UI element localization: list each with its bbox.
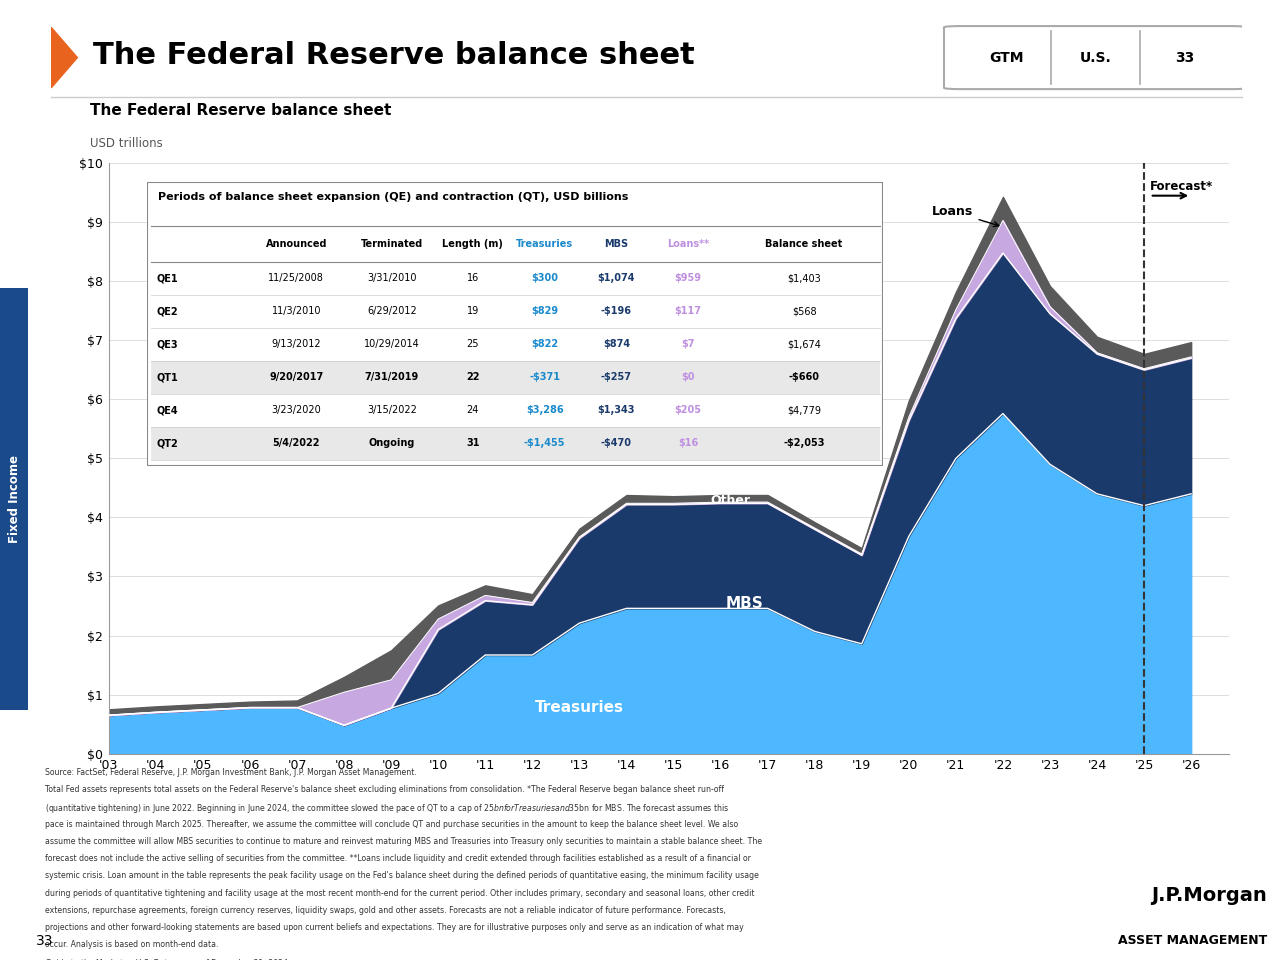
Text: Fixed Income: Fixed Income [8,455,20,543]
Text: 6/29/2012: 6/29/2012 [367,306,417,316]
Text: $1,674: $1,674 [787,339,820,349]
Text: QE4: QE4 [156,405,178,416]
Text: 3/15/2022: 3/15/2022 [367,405,417,416]
Text: USD trillions: USD trillions [90,137,163,150]
Text: 7/31/2019: 7/31/2019 [365,372,419,382]
Text: pace is maintained through March 2025. Thereafter, we assume the committee will : pace is maintained through March 2025. T… [45,820,739,828]
Text: $822: $822 [531,339,558,349]
Text: MBS: MBS [726,595,763,611]
Bar [151,427,879,460]
Text: $300: $300 [531,274,558,283]
Text: 9/13/2012: 9/13/2012 [271,339,321,349]
Text: $568: $568 [792,306,817,316]
Text: $0: $0 [681,372,695,382]
Text: Total Fed assets represents total assets on the Federal Reserve's balance sheet : Total Fed assets represents total assets… [45,785,723,794]
Text: $829: $829 [531,306,558,316]
Text: QE2: QE2 [156,306,178,316]
Text: Periods of balance sheet expansion (QE) and contraction (QT), USD billions: Periods of balance sheet expansion (QE) … [159,192,628,203]
Text: (quantitative tightening) in June 2022. Beginning in June 2024, the committee sl: (quantitative tightening) in June 2022. … [45,803,730,815]
Text: 3/23/2020: 3/23/2020 [271,405,321,416]
Text: $16: $16 [678,439,699,448]
Text: GTM: GTM [989,51,1024,64]
Text: The Federal Reserve balance sheet: The Federal Reserve balance sheet [90,103,390,118]
Text: Loans**: Loans** [667,239,709,249]
Text: 33: 33 [1175,51,1194,64]
Text: ASSET MANAGEMENT: ASSET MANAGEMENT [1117,933,1267,947]
Bar [151,361,879,394]
Text: 11/3/2010: 11/3/2010 [271,306,321,316]
Text: Forecast*: Forecast* [1149,180,1213,193]
Text: projections and other forward-looking statements are based upon current beliefs : projections and other forward-looking st… [45,923,744,932]
Text: Length (m): Length (m) [443,239,503,249]
Text: The Federal Reserve balance sheet: The Federal Reserve balance sheet [93,41,695,70]
Text: -$1,455: -$1,455 [524,439,566,448]
Text: QE3: QE3 [156,339,178,349]
Text: 24: 24 [467,405,479,416]
Text: -$257: -$257 [600,372,632,382]
FancyBboxPatch shape [945,26,1248,89]
Text: 3/31/2010: 3/31/2010 [367,274,417,283]
Text: $7: $7 [681,339,695,349]
Text: Balance sheet: Balance sheet [765,239,842,249]
Text: $3,286: $3,286 [526,405,563,416]
Text: assume the committee will allow MBS securities to continue to mature and reinves: assume the committee will allow MBS secu… [45,837,762,846]
Text: U.S.: U.S. [1080,51,1111,64]
Text: 5/4/2022: 5/4/2022 [273,439,320,448]
Text: $874: $874 [603,339,630,349]
Text: 31: 31 [466,439,480,448]
Text: -$660: -$660 [788,372,819,382]
Text: Ongoing: Ongoing [369,439,415,448]
Text: Announced: Announced [265,239,326,249]
Text: extensions, repurchase agreements, foreign currency reserves, liquidity swaps, g: extensions, repurchase agreements, forei… [45,906,726,915]
Text: systemic crisis. Loan amount in the table represents the peak facility usage on : systemic crisis. Loan amount in the tabl… [45,872,759,880]
Polygon shape [51,28,77,87]
Text: 19: 19 [467,306,479,316]
Text: -$371: -$371 [529,372,561,382]
Text: $1,343: $1,343 [598,405,635,416]
Text: -$470: -$470 [600,439,632,448]
Text: -$2,053: -$2,053 [783,439,824,448]
Text: $117: $117 [675,306,701,316]
Text: 10/29/2014: 10/29/2014 [364,339,420,349]
Text: 25: 25 [467,339,479,349]
Text: QT2: QT2 [156,439,178,448]
Text: $1,403: $1,403 [787,274,820,283]
Text: 9/20/2017: 9/20/2017 [269,372,324,382]
Text: Terminated: Terminated [361,239,424,249]
Text: $205: $205 [675,405,701,416]
Text: $959: $959 [675,274,701,283]
Text: Other: Other [710,494,750,508]
Text: Source: FactSet, Federal Reserve, J.P. Morgan Investment Bank, J.P. Morgan Asset: Source: FactSet, Federal Reserve, J.P. M… [45,768,417,777]
Text: 11/25/2008: 11/25/2008 [269,274,324,283]
Text: Loans: Loans [932,205,998,227]
Text: J.P.Morgan: J.P.Morgan [1152,886,1267,905]
Text: -$196: -$196 [600,306,632,316]
Text: $1,074: $1,074 [598,274,635,283]
Text: Treasuries: Treasuries [516,239,573,249]
Text: 16: 16 [467,274,479,283]
Text: $4,779: $4,779 [787,405,820,416]
Text: 22: 22 [466,372,480,382]
Text: during periods of quantitative tightening and facility usage at the most recent : during periods of quantitative tightenin… [45,889,754,898]
Text: occur. Analysis is based on month-end data.: occur. Analysis is based on month-end da… [45,940,219,949]
Text: QE1: QE1 [156,274,178,283]
Text: MBS: MBS [604,239,628,249]
Text: Treasuries: Treasuries [535,700,623,715]
Text: 33: 33 [36,934,54,948]
Text: forecast does not include the active selling of securities from the committee. *: forecast does not include the active sel… [45,854,750,863]
Text: QT1: QT1 [156,372,178,382]
